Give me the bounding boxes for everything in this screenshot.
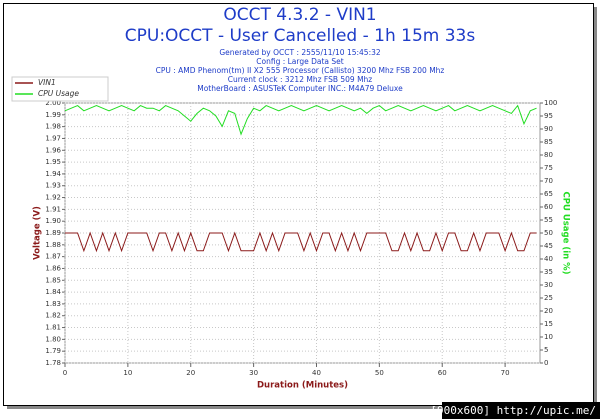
y2-tick-label: 95 bbox=[544, 112, 553, 120]
y2-tick-label: 15 bbox=[544, 320, 553, 328]
y-tick-label: 1.89 bbox=[45, 229, 61, 237]
annotation: MotherBoard : ASUSTeK Computer INC.: M4A… bbox=[197, 84, 403, 93]
chart-title: OCCT 4.3.2 - VIN1 bbox=[223, 5, 376, 25]
x-axis-label: Duration (Minutes) bbox=[257, 381, 348, 391]
x-tick-label: 30 bbox=[249, 369, 258, 377]
y2-tick-label: 80 bbox=[544, 151, 553, 159]
y-tick-label: 2.00 bbox=[45, 99, 61, 107]
y2-tick-label: 5 bbox=[544, 346, 548, 354]
y2-tick-label: 0 bbox=[544, 359, 548, 367]
y-axis-label: Voltage (V) bbox=[33, 206, 43, 260]
annotation: Generated by OCCT : 2555/11/10 15:45:32 bbox=[219, 48, 381, 57]
y-tick-label: 1.96 bbox=[45, 146, 61, 154]
y2-tick-label: 90 bbox=[544, 125, 553, 133]
legend-box bbox=[11, 76, 109, 102]
y-tick-label: 1.86 bbox=[45, 264, 61, 272]
series-line bbox=[65, 231, 537, 253]
y2-tick-label: 35 bbox=[544, 268, 553, 276]
y2-tick-label: 25 bbox=[544, 294, 553, 302]
y2-tick-label: 20 bbox=[544, 307, 553, 315]
y2-tick-label: 100 bbox=[544, 99, 557, 107]
y-tick-label: 1.80 bbox=[45, 335, 61, 343]
annotation: CPU : AMD Phenom(tm) II X2 555 Processor… bbox=[156, 66, 445, 75]
y-tick-label: 1.97 bbox=[45, 134, 61, 142]
y2-tick-label: 60 bbox=[544, 203, 553, 211]
chart-subtitle: CPU:OCCT - User Cancelled - 1h 15m 33s bbox=[125, 26, 476, 46]
y-tick-label: 1.92 bbox=[45, 194, 61, 202]
y-tick-label: 1.79 bbox=[45, 347, 61, 355]
y2-tick-label: 10 bbox=[544, 333, 553, 341]
x-tick-label: 10 bbox=[123, 369, 132, 377]
y-tick-label: 1.84 bbox=[45, 288, 61, 296]
y-tick-label: 1.99 bbox=[45, 111, 61, 119]
watermark: [900x600] http://upic.me/ bbox=[430, 404, 596, 417]
y2-tick-label: 75 bbox=[544, 164, 553, 172]
y-tick-label: 1.85 bbox=[45, 276, 61, 284]
y-tick-label: 1.91 bbox=[45, 205, 61, 213]
watermark-bar bbox=[442, 402, 600, 419]
annotation: Current clock : 3212 Mhz FSB 509 Mhz bbox=[228, 75, 373, 84]
y-tick-label: 1.81 bbox=[45, 324, 61, 332]
y-tick-label: 1.94 bbox=[45, 170, 61, 178]
y-tick-label: 1.82 bbox=[45, 312, 61, 320]
y-tick-label: 1.98 bbox=[45, 123, 61, 131]
x-tick-label: 20 bbox=[186, 369, 195, 377]
y-tick-label: 1.90 bbox=[45, 217, 61, 225]
y-tick-label: 1.83 bbox=[45, 300, 61, 308]
y2-tick-label: 30 bbox=[544, 281, 553, 289]
y-tick-label: 1.88 bbox=[45, 241, 61, 249]
y2-tick-label: 50 bbox=[544, 229, 553, 237]
y2-tick-label: 45 bbox=[544, 242, 553, 250]
y-tick-label: 1.87 bbox=[45, 253, 61, 261]
y-tick-label: 1.95 bbox=[45, 158, 61, 166]
y2-tick-label: 65 bbox=[544, 190, 553, 198]
y2-tick-label: 55 bbox=[544, 216, 553, 224]
y2-tick-label: 85 bbox=[544, 138, 553, 146]
y2-tick-label: 40 bbox=[544, 255, 553, 263]
y-tick-label: 1.93 bbox=[45, 182, 61, 190]
y2-tick-label: 70 bbox=[544, 177, 553, 185]
x-tick-label: 70 bbox=[501, 369, 510, 377]
annotation: Config : Large Data Set bbox=[256, 57, 344, 66]
x-tick-label: 60 bbox=[438, 369, 447, 377]
y-tick-label: 1.78 bbox=[45, 359, 61, 367]
series-line bbox=[64, 104, 537, 136]
y2-axis-label: CPU Usage (in %) bbox=[561, 191, 571, 274]
legend-label: CPU Usage bbox=[38, 89, 79, 98]
legend-label: VIN1 bbox=[38, 78, 56, 87]
x-tick-label: 0 bbox=[63, 369, 67, 377]
x-tick-label: 50 bbox=[375, 369, 384, 377]
x-tick-label: 40 bbox=[312, 369, 321, 377]
